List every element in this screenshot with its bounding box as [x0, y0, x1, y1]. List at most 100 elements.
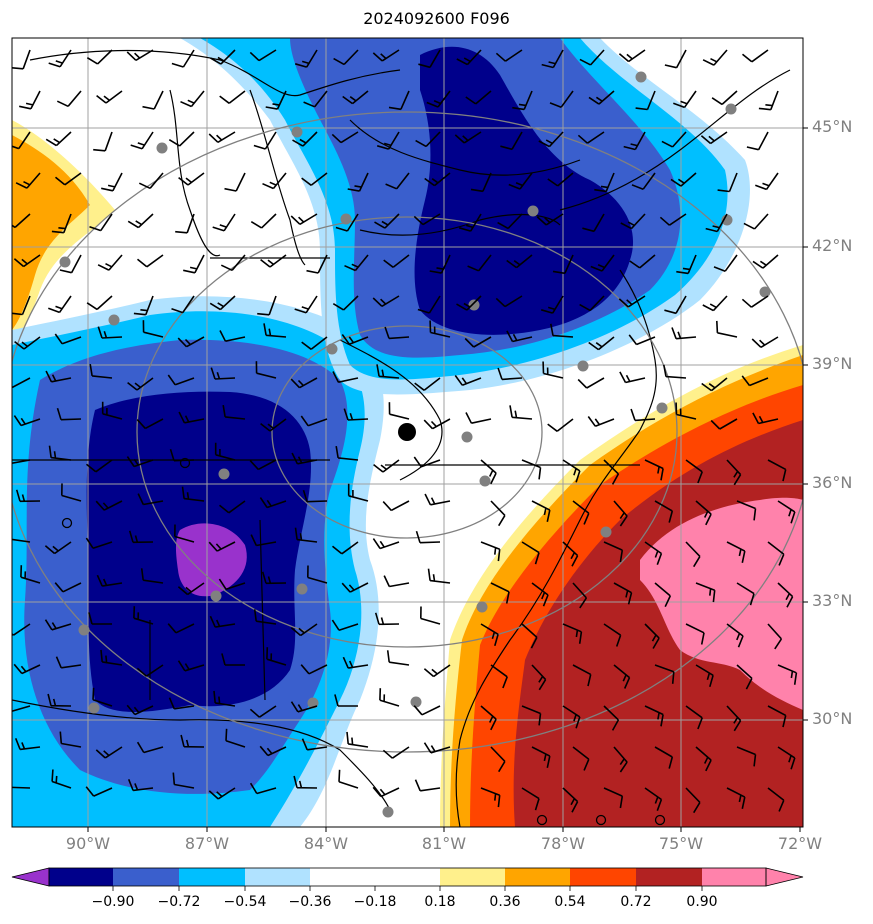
wind-barb-icon: [552, 254, 574, 275]
wind-barb-icon: [178, 411, 205, 424]
wind-barb-icon: [613, 746, 628, 773]
wind-barb-icon: [331, 131, 359, 144]
wind-barb-icon: [423, 742, 451, 754]
wind-barb-icon: [500, 131, 523, 151]
wind-barb-icon: [101, 401, 123, 420]
wind-barb-icon: [127, 377, 154, 391]
wind-barb-icon: [420, 606, 441, 625]
station-dot-icon: [210, 590, 222, 602]
wind-barb-icon: [758, 90, 779, 111]
colorbar-label: −0.54: [223, 894, 267, 910]
wind-barb-icon: [174, 524, 195, 543]
wind-barb-icon: [133, 295, 154, 316]
wind-barb-icon: [344, 254, 369, 272]
wind-barb-icon: [629, 254, 656, 269]
wind-barb-icon: [96, 574, 123, 587]
wind-barb-icon: [562, 459, 581, 483]
wind-barb-icon: [415, 530, 441, 544]
wind-barb-icon: [45, 370, 72, 383]
lat-label: 45°N: [812, 117, 853, 136]
station-dot-icon: [476, 601, 488, 613]
wind-barb-icon: [136, 741, 164, 754]
wind-barb-icon: [644, 459, 664, 481]
wind-barb-icon: [59, 731, 82, 748]
wind-barb-icon: [59, 254, 82, 274]
wind-barb-icon: [214, 442, 236, 461]
station-dot-icon: [108, 314, 120, 326]
wind-barb-icon: [48, 49, 72, 68]
wind-barb-icon: [220, 254, 246, 272]
wind-barb-icon: [490, 746, 506, 773]
wind-barb-icon: [767, 459, 787, 482]
wind-barb-icon: [417, 295, 441, 314]
wind-barb-icon: [177, 336, 205, 348]
wind-barb-icon: [495, 49, 523, 62]
wind-barb-icon: [521, 623, 538, 649]
wind-barb-icon: [221, 653, 245, 666]
station-dot-icon: [527, 205, 539, 217]
wind-barb-icon: [506, 254, 533, 269]
wind-barb-icon: [224, 172, 246, 192]
lat-label: 39°N: [812, 354, 853, 373]
wind-barb-icon: [175, 213, 195, 234]
lon-label: 78°W: [540, 834, 586, 853]
wind-barb-icon: [167, 374, 195, 386]
wind-barb-icon: [726, 541, 746, 563]
wind-barb-icon: [294, 295, 318, 314]
colorbar-bin: [113, 868, 179, 886]
wind-barb-icon: [619, 371, 646, 384]
wind-barb-icon: [549, 90, 574, 108]
wind-barb-icon: [613, 500, 628, 527]
wind-barb-icon: [531, 582, 549, 607]
colorbar-label: 0.72: [620, 894, 652, 910]
wind-barb-icon: [12, 459, 31, 465]
wind-barb-icon: [603, 623, 622, 647]
wind-barb-icon: [490, 500, 506, 527]
wind-barb-icon: [372, 295, 400, 307]
wind-barb-icon: [291, 452, 318, 465]
wind-barb-icon: [531, 746, 551, 768]
wind-barb-icon: [695, 664, 714, 688]
wind-barb-icon: [341, 334, 369, 345]
wind-barb-icon: [178, 172, 205, 186]
station-dot-icon: [725, 103, 737, 115]
wind-barb-icon: [702, 295, 728, 312]
wind-barb-icon: [755, 172, 779, 191]
wind-barb-icon: [169, 448, 195, 462]
lon-label: 75°W: [658, 834, 704, 853]
wind-barb-icon: [12, 623, 31, 636]
wind-barb-icon: [603, 541, 624, 563]
wind-barb-icon: [741, 49, 769, 63]
wind-barb-icon: [331, 541, 359, 555]
wind-barb-icon: [506, 330, 533, 343]
wind-barb-icon: [480, 787, 501, 808]
wind-barb-icon: [301, 336, 328, 350]
wind-barb-icon: [54, 333, 82, 345]
wind-barb-icon: [550, 323, 574, 338]
wind-barb-icon: [603, 787, 624, 809]
wind-barb-icon: [168, 697, 195, 710]
wind-barb-icon: [414, 779, 441, 792]
colorbar-extend-high: [765, 867, 804, 887]
wind-barb-icon: [88, 612, 112, 625]
wind-barb-icon: [736, 582, 755, 606]
wind-barb-icon: [372, 49, 400, 62]
wind-barb-icon: [290, 377, 318, 389]
lon-label: 81°W: [421, 834, 467, 853]
wind-barb-icon: [654, 500, 674, 523]
wind-barb-icon: [372, 786, 400, 798]
wind-barb-icon: [126, 704, 154, 716]
wind-barb-icon: [531, 664, 547, 691]
wind-barb-icon: [671, 327, 697, 340]
wind-barb-icon: [97, 254, 123, 271]
wind-barb-icon: [213, 690, 236, 707]
wind-barb-icon: [168, 131, 195, 147]
wind-barb-icon: [259, 745, 287, 757]
colorbar-extend-low: [11, 867, 50, 887]
wind-barb-icon: [717, 172, 738, 193]
wind-barb-icon: [372, 538, 400, 550]
wind-barb-icon: [180, 734, 205, 748]
wind-barb-icon: [572, 746, 590, 771]
wind-barb-icon: [133, 606, 154, 625]
station-dot-icon: [326, 343, 338, 355]
